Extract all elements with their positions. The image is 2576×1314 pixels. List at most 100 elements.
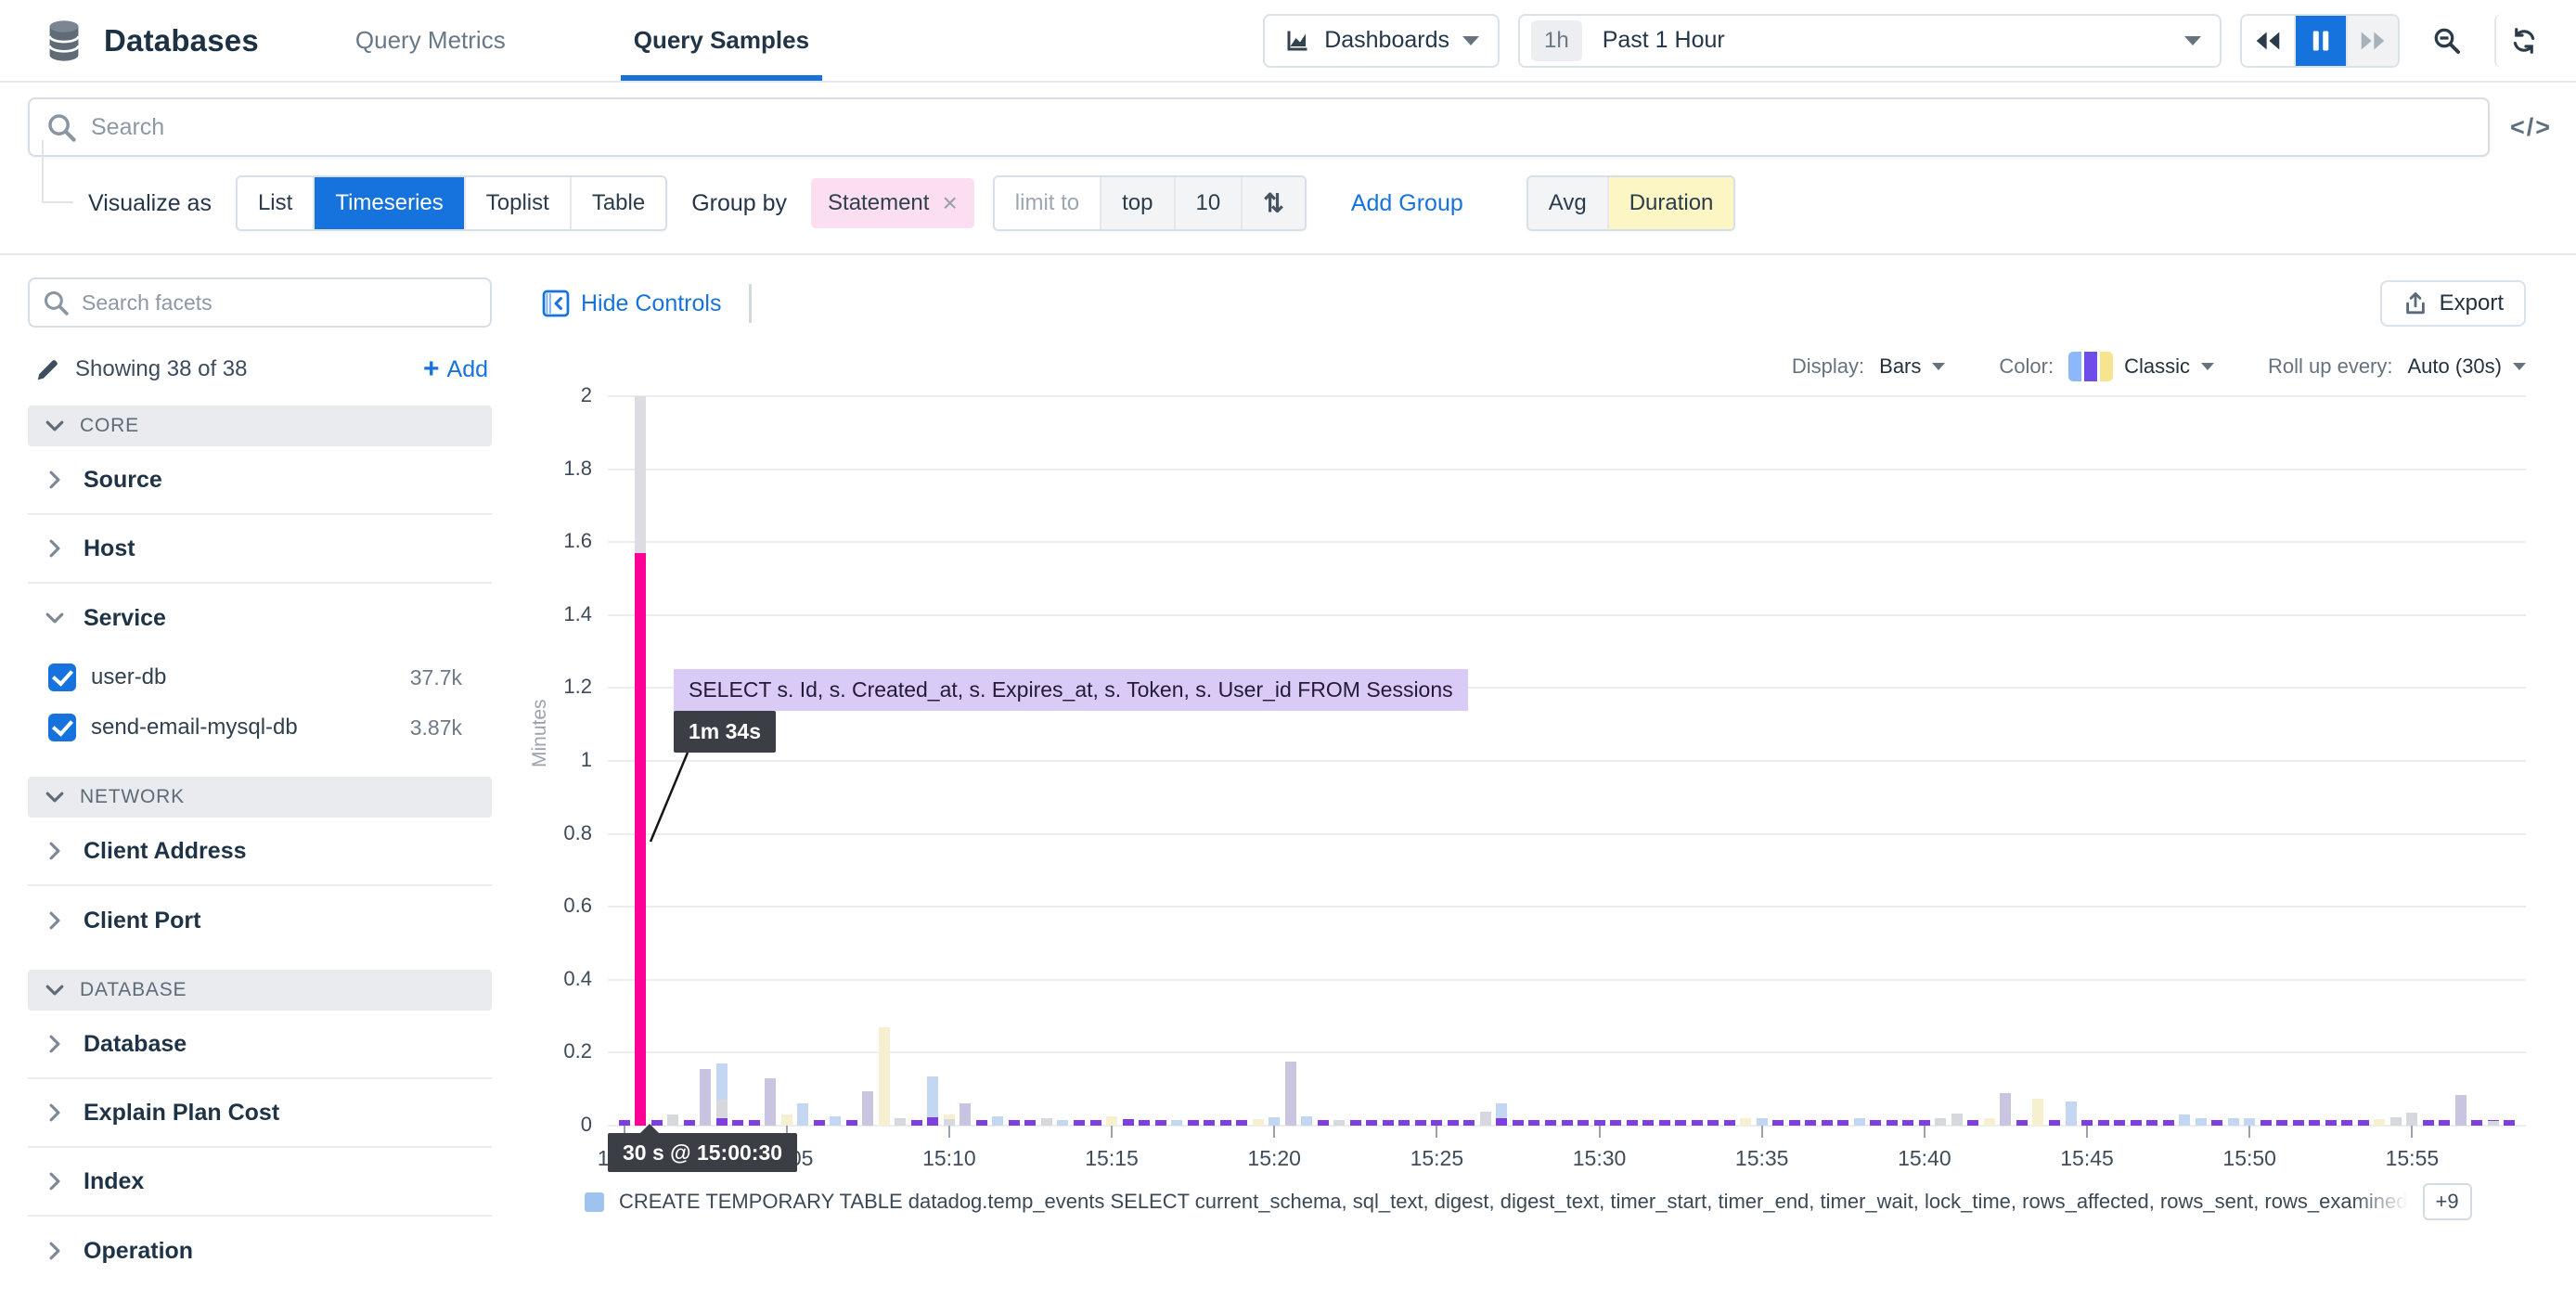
chart-bar[interactable]	[830, 1116, 842, 1126]
rollup-select[interactable]: Auto (30s)	[2408, 354, 2526, 379]
chart-bar[interactable]	[1057, 1120, 1069, 1126]
facet-value-send-email-mysql-db[interactable]: send-email-mysql-db 3.87k	[28, 702, 492, 753]
chart-bar[interactable]	[1269, 1117, 1281, 1126]
group-by-tag-statement[interactable]: Statement ×	[811, 178, 974, 228]
chart-bar[interactable]	[1040, 1118, 1052, 1126]
facet-search-box[interactable]	[28, 277, 492, 328]
chart-bar[interactable]	[943, 1119, 955, 1126]
chart-bar[interactable]	[2374, 1119, 2386, 1126]
chart-bar[interactable]	[878, 1027, 890, 1126]
chart-bar[interactable]	[927, 1076, 939, 1117]
chart-bar[interactable]	[1284, 1062, 1296, 1126]
facet-operation[interactable]: Operation	[28, 1217, 492, 1285]
chart-bar[interactable]	[1301, 1116, 1313, 1126]
facet-index[interactable]: Index	[28, 1148, 492, 1217]
export-button[interactable]: Export	[2379, 280, 2526, 327]
chart-bar[interactable]	[2195, 1118, 2207, 1126]
chart-bar[interactable]	[1756, 1118, 1768, 1126]
forward-button[interactable]	[2346, 15, 2398, 66]
facet-group-header-core[interactable]: CORE	[28, 406, 492, 446]
chart-bar[interactable]	[715, 1100, 728, 1118]
facet-host[interactable]: Host	[28, 515, 492, 584]
tab-query-samples[interactable]: Query Samples	[620, 0, 823, 81]
facet-search-input[interactable]	[80, 289, 490, 316]
chart-bar[interactable]	[2179, 1114, 2191, 1126]
facet-value-user-db[interactable]: user-db 37.7k	[28, 652, 492, 702]
chart-bar[interactable]	[2032, 1099, 2044, 1126]
sort-direction-button[interactable]: ⇅	[1241, 177, 1305, 229]
chart-bar[interactable]	[1106, 1116, 1118, 1126]
chart-bar[interactable]	[895, 1118, 907, 1126]
legend-more-button[interactable]: +9	[2422, 1183, 2472, 1220]
legend-entry[interactable]: CREATE TEMPORARY TABLE datadog.temp_even…	[619, 1190, 2408, 1214]
hide-controls-button[interactable]: Hide Controls	[542, 290, 721, 317]
chart-bar[interactable]	[635, 553, 647, 1126]
chart-bar[interactable]	[780, 1114, 792, 1126]
view-option-toplist[interactable]: Toplist	[463, 177, 570, 229]
display-type-select[interactable]: Bars	[1879, 354, 1946, 379]
facet-client-address[interactable]: Client Address	[28, 818, 492, 886]
chart-bar[interactable]	[1479, 1112, 1491, 1126]
chart-bar[interactable]	[2065, 1101, 2077, 1126]
chart-bar[interactable]	[2389, 1117, 2402, 1126]
chart-bar[interactable]	[960, 1103, 972, 1126]
facet-group-header-database[interactable]: DATABASE	[28, 970, 492, 1011]
chart-bar[interactable]	[765, 1078, 777, 1126]
timeseries-chart[interactable]: Minutes SELECT s. Id, s. Created_at, s. …	[520, 383, 2576, 1231]
refresh-button[interactable]	[2494, 13, 2552, 68]
chart-bar[interactable]	[2000, 1093, 2012, 1126]
rewind-button[interactable]	[2242, 15, 2294, 66]
checkbox-checked-icon[interactable]	[48, 714, 76, 741]
chart-bar[interactable]	[2487, 1121, 2499, 1126]
chart-bar[interactable]	[715, 1063, 728, 1100]
chart-bar[interactable]	[1496, 1103, 1508, 1118]
limit-mode-button[interactable]: top	[1100, 177, 1174, 229]
chart-bar[interactable]	[2406, 1113, 2418, 1126]
view-option-timeseries[interactable]: Timeseries	[313, 177, 464, 229]
tab-query-metrics[interactable]: Query Metrics	[354, 26, 506, 54]
add-group-link[interactable]: Add Group	[1350, 189, 1463, 216]
agg-option-avg[interactable]: Avg	[1527, 177, 1607, 229]
facet-explain-plan-cost[interactable]: Explain Plan Cost	[28, 1079, 492, 1148]
chart-bar[interactable]	[1252, 1119, 1264, 1126]
chart-bar[interactable]	[635, 396, 647, 553]
view-option-table[interactable]: Table	[569, 177, 666, 229]
view-option-list[interactable]: List	[237, 177, 314, 229]
limit-value-button[interactable]: 10	[1173, 177, 1242, 229]
add-facet-button[interactable]: + Add	[422, 354, 488, 384]
search-box[interactable]	[28, 97, 2490, 157]
chart-bar[interactable]	[1333, 1120, 1346, 1126]
chart-bar[interactable]	[1983, 1118, 1995, 1126]
chart-bar[interactable]	[667, 1114, 679, 1126]
chart-bar[interactable]	[943, 1114, 955, 1119]
pause-button[interactable]	[2294, 15, 2346, 66]
chart-bar[interactable]	[1853, 1118, 1865, 1126]
chart-bar[interactable]	[992, 1116, 1004, 1126]
chart-bar[interactable]	[1935, 1118, 1947, 1126]
chart-bar[interactable]	[2454, 1095, 2467, 1126]
facet-source[interactable]: Source	[28, 446, 492, 515]
chart-bar[interactable]	[2227, 1118, 2239, 1126]
chart-bar[interactable]	[1951, 1114, 1963, 1126]
zoom-out-button[interactable]	[2418, 13, 2476, 68]
chart-bar[interactable]	[700, 1069, 712, 1126]
time-range-picker[interactable]: 1h Past 1 Hour	[1518, 13, 2222, 68]
search-input[interactable]	[89, 112, 2488, 142]
chart-bar[interactable]	[862, 1091, 874, 1126]
remove-tag-icon[interactable]: ×	[942, 188, 958, 217]
chart-bar[interactable]	[797, 1103, 809, 1126]
code-view-icon[interactable]: </>	[2509, 112, 2552, 141]
agg-option-duration[interactable]: Duration	[1606, 177, 1734, 229]
chart-bar[interactable]	[1122, 1119, 1134, 1126]
facet-service[interactable]: Service	[28, 584, 492, 652]
chart-bar[interactable]	[1496, 1118, 1508, 1126]
chart-bar[interactable]	[715, 1118, 728, 1126]
dashboards-button[interactable]: Dashboards	[1263, 13, 1500, 68]
facet-client-port[interactable]: Client Port	[28, 886, 492, 955]
facet-group-header-network[interactable]: NETWORK	[28, 777, 492, 818]
chart-bar[interactable]	[2244, 1118, 2256, 1126]
checkbox-checked-icon[interactable]	[48, 663, 76, 691]
chart-bar[interactable]	[927, 1117, 939, 1126]
chart-bar[interactable]	[1740, 1118, 1752, 1126]
facet-database[interactable]: Database	[28, 1011, 492, 1079]
